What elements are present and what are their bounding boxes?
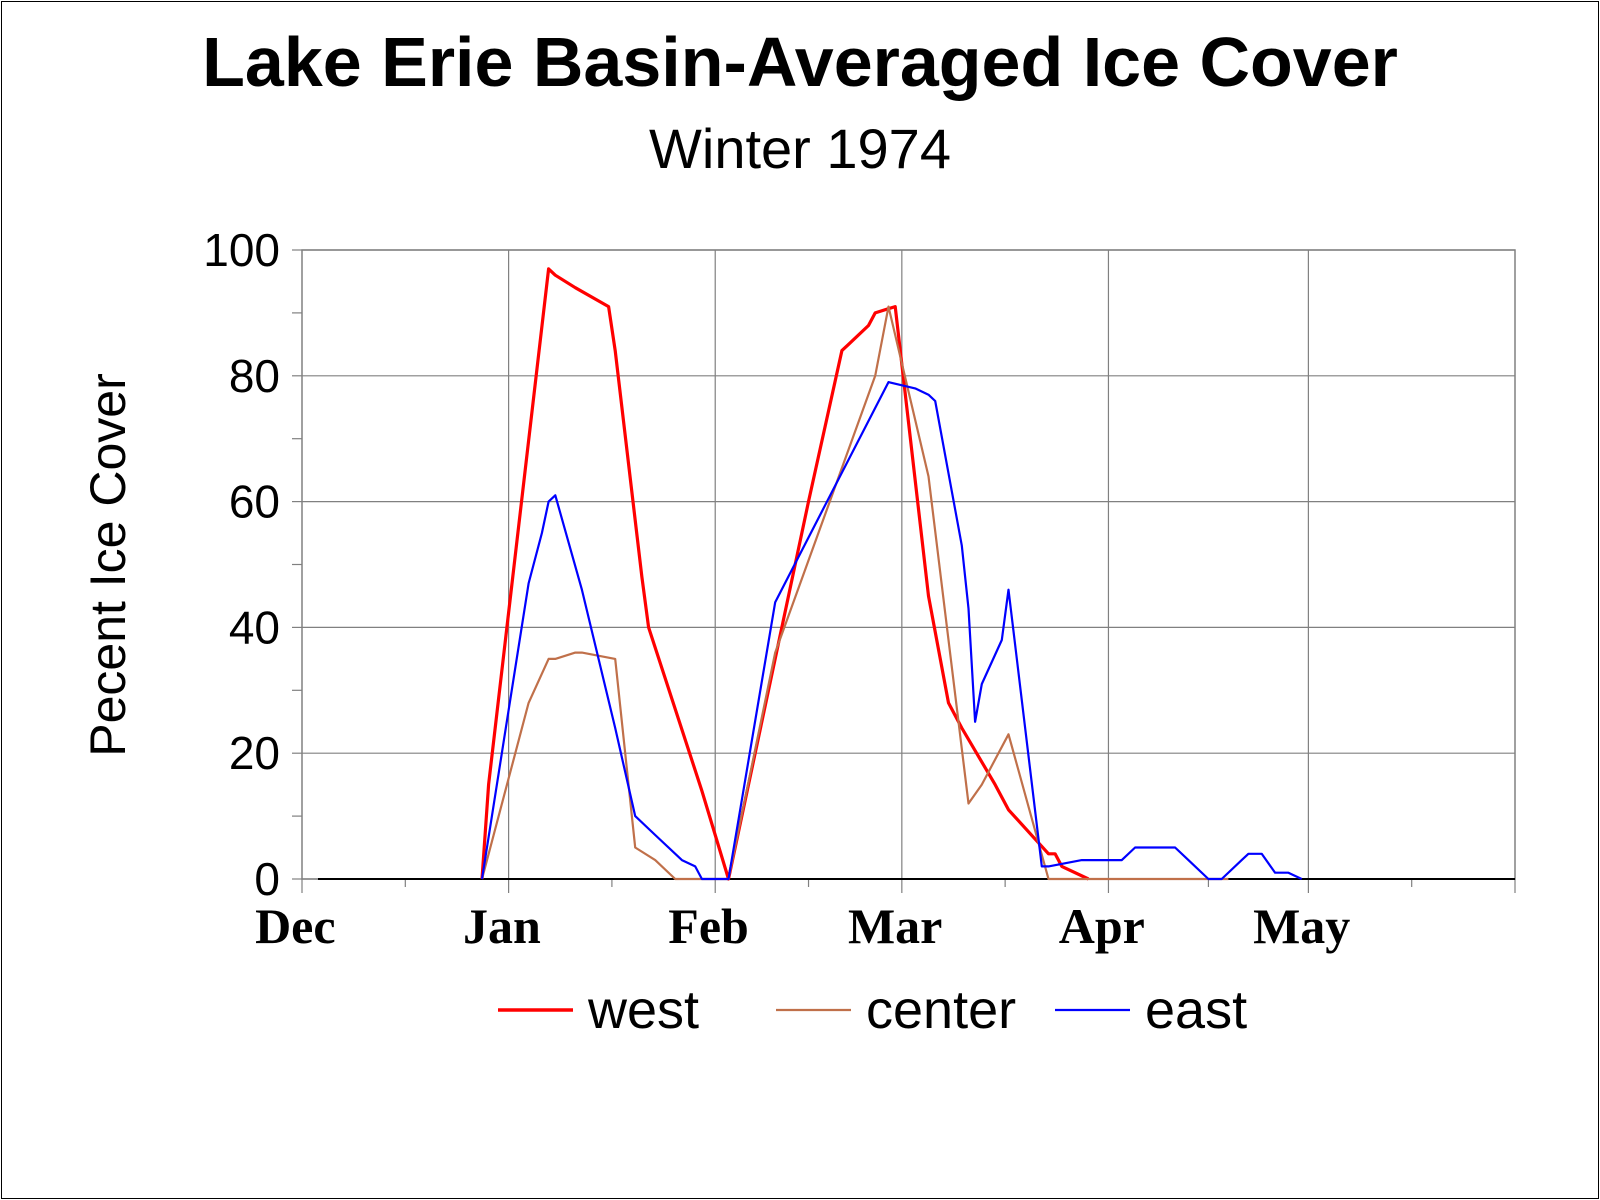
x-tick-label: Mar (848, 898, 942, 954)
plot-area (301, 249, 1516, 880)
axes (292, 249, 1516, 893)
series-line-center (480, 305, 1229, 881)
series-lines (480, 267, 1303, 881)
series-line-west (480, 267, 1090, 881)
x-tick-label: May (1253, 898, 1350, 954)
legend-label-center: center (866, 980, 1016, 1040)
tick-labels: 0 20 40 60 80 100 Dec Jan Feb Mar Apr May (203, 224, 1350, 954)
x-tick-label: Feb (668, 898, 749, 954)
plot-grid (302, 249, 1515, 880)
legend-label-east: east (1145, 980, 1247, 1040)
y-axis-label: Pecent Ice Cover (80, 373, 136, 757)
y-tick-label: 80 (229, 350, 280, 402)
y-tick-label: 20 (229, 727, 280, 779)
chart-subtitle: Winter 1974 (649, 117, 951, 180)
y-tick-label: 60 (229, 476, 280, 528)
legend-label-west: west (587, 980, 699, 1040)
y-tick-label: 100 (203, 224, 280, 276)
y-tick-label: 0 (254, 853, 280, 905)
chart-title: Lake Erie Basin-Averaged Ice Cover (202, 23, 1398, 101)
x-tick-label: Dec (255, 898, 336, 954)
legend: west center east (498, 980, 1247, 1040)
x-tick-label: Jan (463, 898, 541, 954)
y-tick-label: 40 (229, 601, 280, 653)
x-tick-label: Apr (1059, 898, 1145, 954)
series-line-east (480, 381, 1303, 881)
